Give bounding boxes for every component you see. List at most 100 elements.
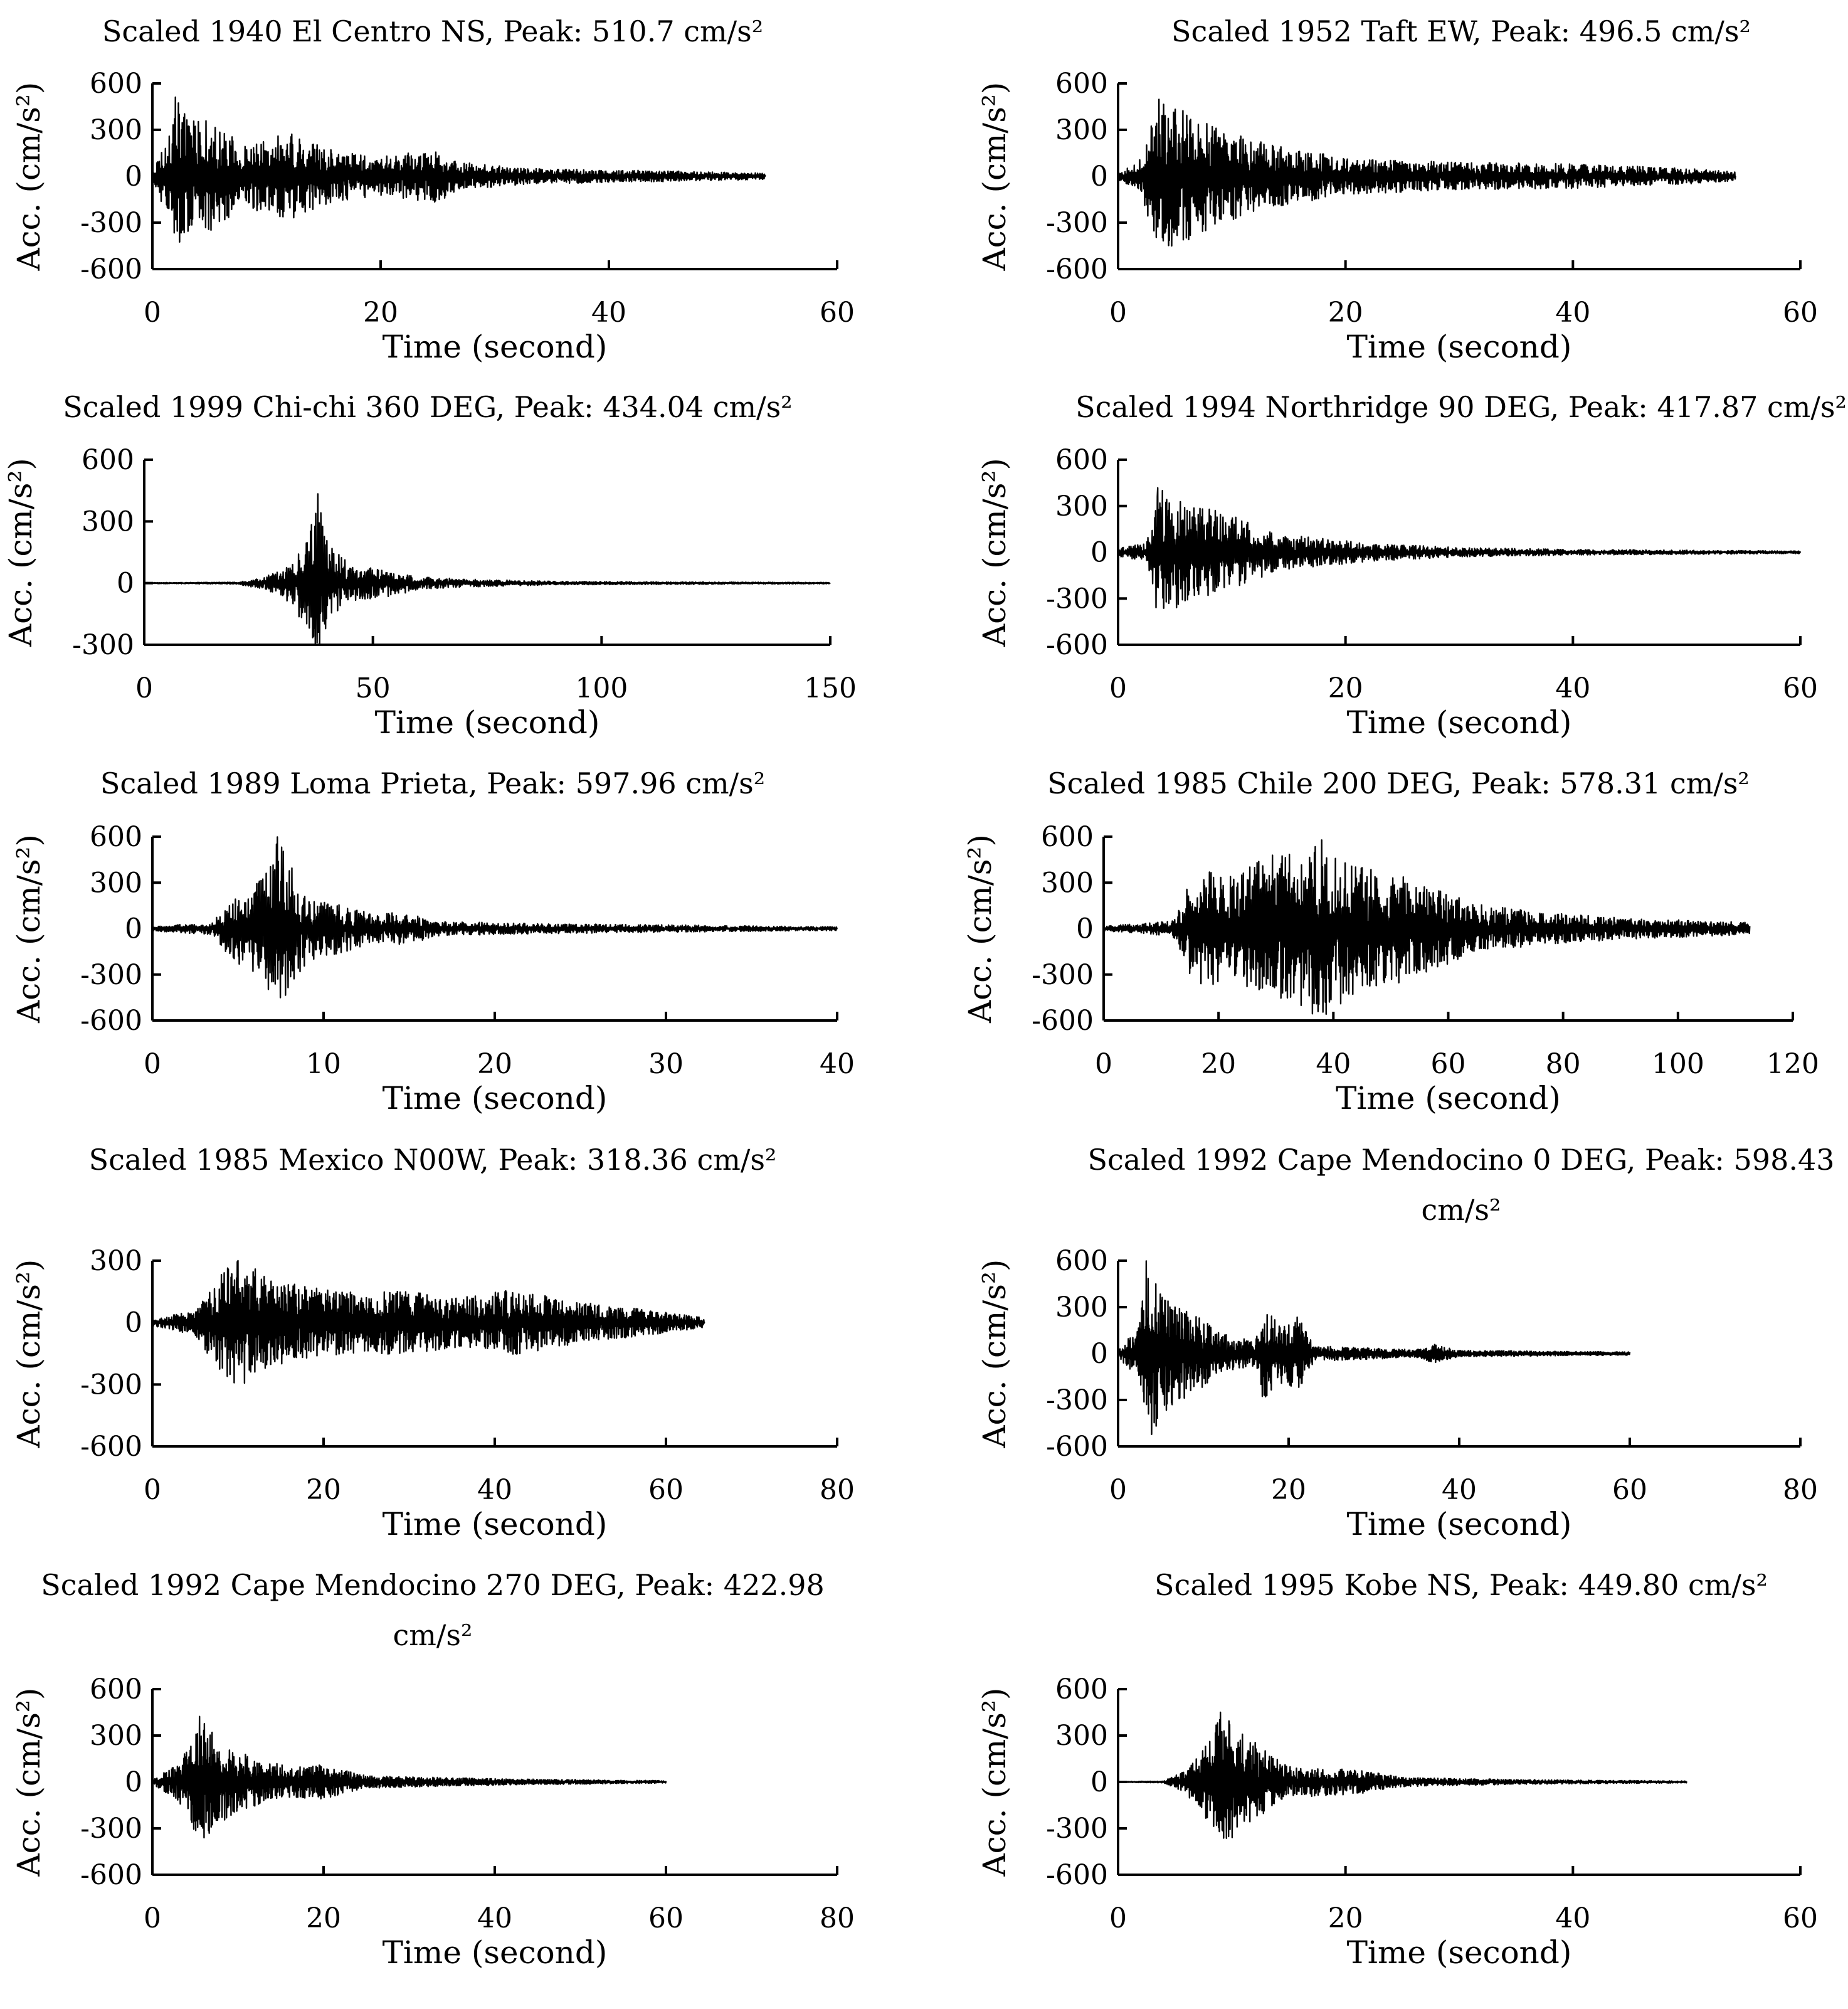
x-tick-label: 0	[135, 672, 153, 704]
y-tick-label: 300	[90, 114, 142, 146]
y-tick-label: 600	[1055, 1673, 1108, 1705]
x-tick-label: 60	[648, 1474, 684, 1506]
y-axis-label: Acc. (cm/s²)	[976, 1259, 1013, 1449]
x-tick-label: 40	[1555, 1902, 1590, 1934]
x-axis-label: Time (second)	[1347, 1934, 1572, 1971]
y-tick-label: 0	[125, 161, 142, 193]
y-tick-label: 0	[117, 568, 134, 600]
chart-panel-8: Scaled 1992 Cape Mendocino 0 DEG, Peak: …	[976, 1143, 1835, 1542]
y-tick-label: -300	[1046, 1384, 1108, 1416]
y-tick-label: -300	[80, 1369, 142, 1401]
acceleration-series-line	[151, 1259, 705, 1384]
y-tick-label: 600	[82, 444, 134, 476]
y-tick-label: -300	[1046, 207, 1108, 239]
chart-title: Scaled 1985 Chile 200 DEG, Peak: 578.31 …	[1047, 766, 1750, 800]
x-tick-label: 40	[1555, 672, 1590, 704]
y-tick-label: -600	[1032, 1005, 1094, 1037]
x-axis-label: Time (second)	[375, 704, 600, 741]
y-tick-label: 0	[1090, 1338, 1108, 1370]
x-tick-label: 20	[1328, 1902, 1363, 1934]
y-tick-label: 300	[82, 506, 134, 538]
y-axis-label: Acc. (cm/s²)	[976, 458, 1013, 647]
acceleration-series-line	[1117, 1711, 1687, 1839]
x-axis-label: Time (second)	[383, 1506, 608, 1542]
y-tick-label: 0	[125, 1307, 142, 1339]
x-axis-label: Time (second)	[383, 1934, 608, 1971]
x-tick-label: 100	[575, 672, 628, 704]
y-axis-label: Acc. (cm/s²)	[11, 834, 47, 1024]
x-axis-label: Time (second)	[383, 329, 608, 365]
chart-panel-7: Scaled 1985 Mexico N00W, Peak: 318.36 cm…	[11, 1143, 855, 1542]
x-axis-label: Time (second)	[1347, 704, 1572, 741]
y-tick-label: 0	[1090, 537, 1108, 569]
y-tick-label: -600	[80, 1431, 142, 1463]
chart-panel-1: Scaled 1940 El Centro NS, Peak: 510.7 cm…	[11, 14, 855, 365]
y-tick-label: 600	[90, 821, 142, 853]
y-tick-label: 300	[90, 867, 142, 899]
chart-panel-2: Scaled 1952 Taft EW, Peak: 496.5 cm/s² 60…	[976, 14, 1818, 365]
chart-panel-5: Scaled 1989 Loma Prieta, Peak: 597.96 cm…	[11, 766, 855, 1116]
x-axis-label: Time (second)	[383, 1080, 608, 1116]
y-tick-label: 300	[90, 1245, 142, 1277]
x-tick-label: 20	[363, 297, 398, 329]
chart-title: Scaled 1940 El Centro NS, Peak: 510.7 cm…	[102, 14, 763, 48]
y-tick-label: 600	[90, 68, 142, 100]
y-tick-label: -600	[1046, 1431, 1108, 1463]
y-tick-label: -300	[1046, 1813, 1108, 1845]
x-tick-label: 10	[306, 1048, 341, 1080]
x-tick-label: 0	[144, 1902, 161, 1934]
y-tick-label: 0	[1090, 1766, 1108, 1798]
x-tick-label: 40	[1316, 1048, 1351, 1080]
chart-title: Scaled 1992 Cape Mendocino 0 DEG, Peak: …	[1088, 1143, 1835, 1227]
chart-panel-10: Scaled 1995 Kobe NS, Peak: 449.80 cm/s² 6…	[976, 1568, 1818, 1971]
y-tick-label: -600	[1046, 253, 1108, 285]
x-tick-label: 40	[820, 1048, 855, 1080]
y-tick-label: 600	[1055, 1245, 1108, 1277]
x-tick-label: 0	[1095, 1048, 1112, 1080]
y-tick-label: 300	[1055, 1291, 1108, 1323]
x-tick-label: 80	[820, 1902, 855, 1934]
x-tick-label: 80	[1546, 1048, 1581, 1080]
y-tick-label: 0	[1090, 161, 1108, 193]
x-tick-label: 80	[820, 1474, 855, 1506]
chart-title: Scaled 1992 Cape Mendocino 270 DEG, Peak…	[41, 1568, 825, 1652]
x-tick-label: 0	[1109, 1902, 1127, 1934]
y-tick-label: -600	[1046, 1859, 1108, 1891]
chart-title: Scaled 1952 Taft EW, Peak: 496.5 cm/s²	[1171, 14, 1751, 48]
x-tick-label: 0	[144, 1048, 161, 1080]
x-tick-label: 20	[306, 1902, 341, 1934]
y-axis-label: Acc. (cm/s²)	[11, 1259, 47, 1449]
y-tick-label: -600	[80, 1005, 142, 1037]
chart-panel-9: Scaled 1992 Cape Mendocino 270 DEG, Peak…	[11, 1568, 855, 1971]
y-tick-label: 600	[1055, 68, 1108, 100]
x-tick-label: 60	[648, 1902, 684, 1934]
x-tick-label: 0	[144, 297, 161, 329]
y-tick-label: -300	[72, 629, 134, 661]
acceleration-series-line	[144, 493, 831, 646]
acceleration-series-line	[151, 836, 838, 999]
chart-title: Scaled 1999 Chi-chi 360 DEG, Peak: 434.0…	[63, 390, 792, 424]
x-tick-label: 20	[306, 1474, 341, 1506]
y-axis-label: Acc. (cm/s²)	[962, 834, 998, 1024]
x-tick-label: 30	[648, 1048, 684, 1080]
y-tick-label: -300	[80, 1813, 142, 1845]
y-tick-label: -600	[80, 1859, 142, 1891]
x-tick-label: 20	[477, 1048, 512, 1080]
y-tick-label: 600	[1041, 821, 1094, 853]
y-tick-label: 300	[1041, 867, 1094, 899]
x-axis-label: Time (second)	[1347, 329, 1572, 365]
y-tick-label: -300	[1032, 959, 1094, 991]
y-tick-label: -300	[80, 959, 142, 991]
x-axis-label: Time (second)	[1336, 1080, 1561, 1116]
x-tick-label: 60	[1783, 297, 1818, 329]
x-tick-label: 100	[1652, 1048, 1704, 1080]
y-tick-label: -600	[1046, 629, 1108, 661]
chart-panel-4: Scaled 1994 Northridge 90 DEG, Peak: 417…	[976, 390, 1847, 741]
x-tick-label: 40	[591, 297, 626, 329]
x-tick-label: 120	[1766, 1048, 1819, 1080]
x-tick-label: 40	[1442, 1474, 1477, 1506]
x-tick-label: 20	[1271, 1474, 1306, 1506]
x-tick-label: 150	[804, 672, 857, 704]
y-tick-label: 0	[125, 1766, 142, 1798]
